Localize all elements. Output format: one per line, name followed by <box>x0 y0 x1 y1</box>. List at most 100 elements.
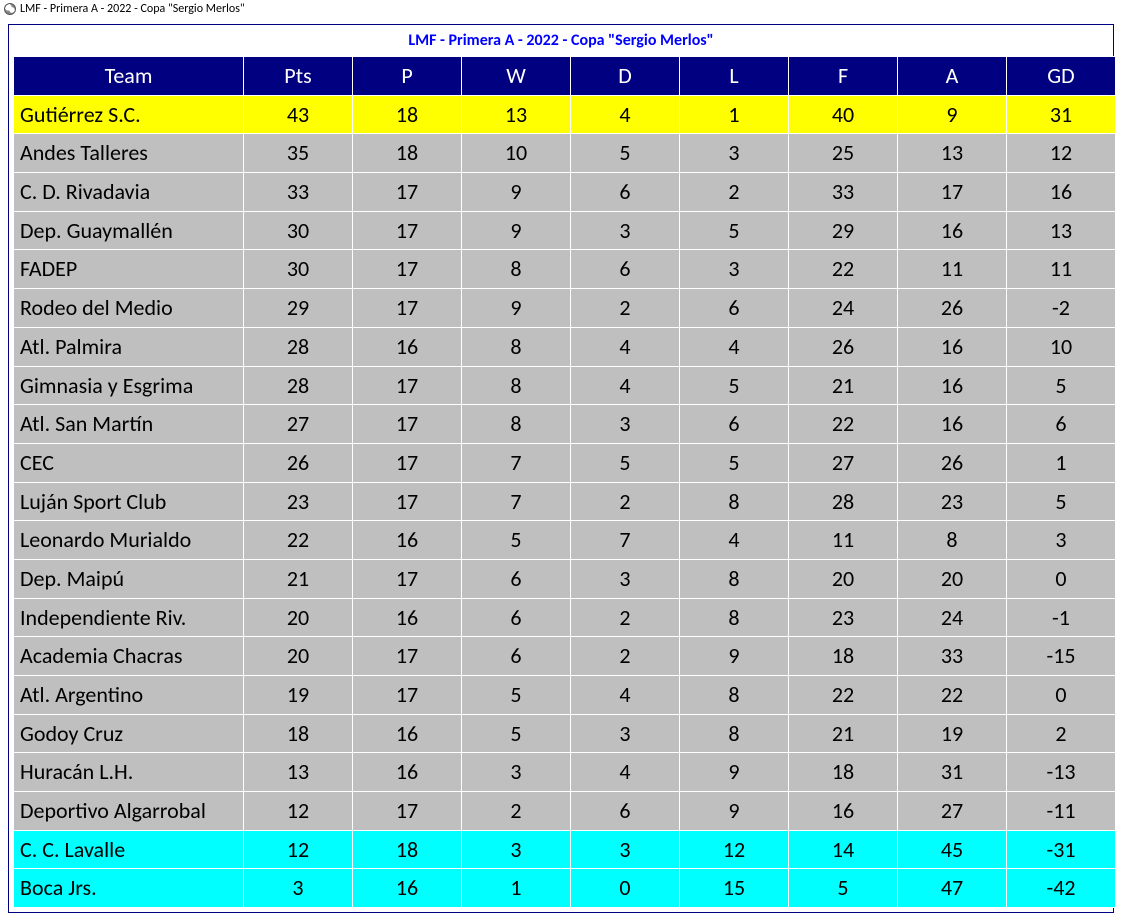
stat-cell: 6 <box>680 405 789 444</box>
stat-cell: 26 <box>244 443 353 482</box>
stat-cell: 5 <box>462 521 571 560</box>
stat-cell: 1 <box>462 869 571 908</box>
stat-cell: 18 <box>244 714 353 753</box>
stat-cell: 17 <box>353 559 462 598</box>
table-row: Academia Chacras20176291833-15 <box>14 637 1116 676</box>
team-cell: Rodeo del Medio <box>14 289 244 328</box>
stat-cell: 19 <box>898 714 1007 753</box>
stat-cell: 2 <box>680 173 789 212</box>
stat-cell: 16 <box>898 327 1007 366</box>
stat-cell: 26 <box>898 289 1007 328</box>
stat-cell: 1 <box>680 95 789 134</box>
stat-cell: 0 <box>1007 559 1116 598</box>
stat-cell: 21 <box>244 559 353 598</box>
stat-cell: -11 <box>1007 792 1116 831</box>
team-cell: CEC <box>14 443 244 482</box>
standings-table: Team Pts P W D L F A GD Gutiérrez S.C.43… <box>13 56 1116 908</box>
stat-cell: 3 <box>571 714 680 753</box>
stat-cell: 26 <box>898 443 1007 482</box>
stat-cell: 6 <box>462 559 571 598</box>
stat-cell: 17 <box>353 250 462 289</box>
stat-cell: 21 <box>789 714 898 753</box>
table-row: Atl. San Martín271783622166 <box>14 405 1116 444</box>
stat-cell: 28 <box>244 327 353 366</box>
stat-cell: 6 <box>1007 405 1116 444</box>
stat-cell: 17 <box>353 366 462 405</box>
stat-cell: 6 <box>571 173 680 212</box>
stat-cell: 9 <box>680 637 789 676</box>
team-cell: Boca Jrs. <box>14 869 244 908</box>
col-header-p: P <box>353 57 462 96</box>
stat-cell: 5 <box>680 443 789 482</box>
stat-cell: 9 <box>462 173 571 212</box>
stat-cell: 33 <box>244 173 353 212</box>
standings-tbody: Gutiérrez S.C.4318134140931Andes Tallere… <box>14 95 1116 907</box>
table-row: Andes Talleres35181053251312 <box>14 134 1116 173</box>
stat-cell: 13 <box>898 134 1007 173</box>
stat-cell: 22 <box>789 250 898 289</box>
stat-cell: 26 <box>789 327 898 366</box>
col-header-pts: Pts <box>244 57 353 96</box>
stat-cell: -31 <box>1007 830 1116 869</box>
stat-cell: 8 <box>462 366 571 405</box>
team-cell: Andes Talleres <box>14 134 244 173</box>
stat-cell: 6 <box>680 289 789 328</box>
stat-cell: 3 <box>571 211 680 250</box>
stat-cell: 25 <box>789 134 898 173</box>
stat-cell: 5 <box>462 676 571 715</box>
stat-cell: 23 <box>898 482 1007 521</box>
stat-cell: 17 <box>353 289 462 328</box>
stat-cell: 27 <box>244 405 353 444</box>
table-row: CEC261775527261 <box>14 443 1116 482</box>
stat-cell: 2 <box>571 637 680 676</box>
stat-cell: 31 <box>898 753 1007 792</box>
stat-cell: 17 <box>353 443 462 482</box>
stat-cell: 23 <box>244 482 353 521</box>
stat-cell: 12 <box>680 830 789 869</box>
table-row: Deportivo Algarrobal12172691627-11 <box>14 792 1116 831</box>
stat-cell: 20 <box>898 559 1007 598</box>
stat-cell: 8 <box>680 559 789 598</box>
table-row: Atl. Palmira2816844261610 <box>14 327 1116 366</box>
team-cell: Gutiérrez S.C. <box>14 95 244 134</box>
table-row: Huracán L.H.13163491831-13 <box>14 753 1116 792</box>
stat-cell: 4 <box>571 366 680 405</box>
stat-cell: 5 <box>680 211 789 250</box>
stat-cell: 3 <box>571 559 680 598</box>
stat-cell: 17 <box>353 676 462 715</box>
stat-cell: 22 <box>244 521 353 560</box>
stat-cell: 5 <box>1007 366 1116 405</box>
window-titlebar: LMF - Primera A - 2022 - Copa "Sergio Me… <box>0 0 1122 18</box>
panel-title: LMF - Primera A - 2022 - Copa "Sergio Me… <box>13 29 1109 56</box>
stat-cell: 17 <box>353 792 462 831</box>
stat-cell: 30 <box>244 250 353 289</box>
stat-cell: 3 <box>571 830 680 869</box>
stat-cell: 4 <box>571 327 680 366</box>
table-row: Boca Jrs.3161015547-42 <box>14 869 1116 908</box>
stat-cell: 23 <box>789 598 898 637</box>
stat-cell: 1 <box>1007 443 1116 482</box>
table-row: Leonardo Murialdo22165741183 <box>14 521 1116 560</box>
stat-cell: 20 <box>244 637 353 676</box>
stat-cell: 3 <box>244 869 353 908</box>
team-cell: Atl. San Martín <box>14 405 244 444</box>
team-cell: Academia Chacras <box>14 637 244 676</box>
stat-cell: 16 <box>789 792 898 831</box>
stat-cell: 3 <box>680 134 789 173</box>
stat-cell: 22 <box>898 676 1007 715</box>
stat-cell: 11 <box>1007 250 1116 289</box>
stat-cell: 9 <box>680 792 789 831</box>
table-row: Gimnasia y Esgrima281784521165 <box>14 366 1116 405</box>
stat-cell: 5 <box>1007 482 1116 521</box>
stat-cell: 4 <box>571 676 680 715</box>
stat-cell: 12 <box>1007 134 1116 173</box>
team-cell: Luján Sport Club <box>14 482 244 521</box>
stat-cell: 17 <box>353 482 462 521</box>
stat-cell: 8 <box>680 598 789 637</box>
team-cell: FADEP <box>14 250 244 289</box>
stat-cell: 21 <box>789 366 898 405</box>
stat-cell: 11 <box>898 250 1007 289</box>
table-row: Godoy Cruz181653821192 <box>14 714 1116 753</box>
stat-cell: -42 <box>1007 869 1116 908</box>
table-row: Independiente Riv.20166282324-1 <box>14 598 1116 637</box>
